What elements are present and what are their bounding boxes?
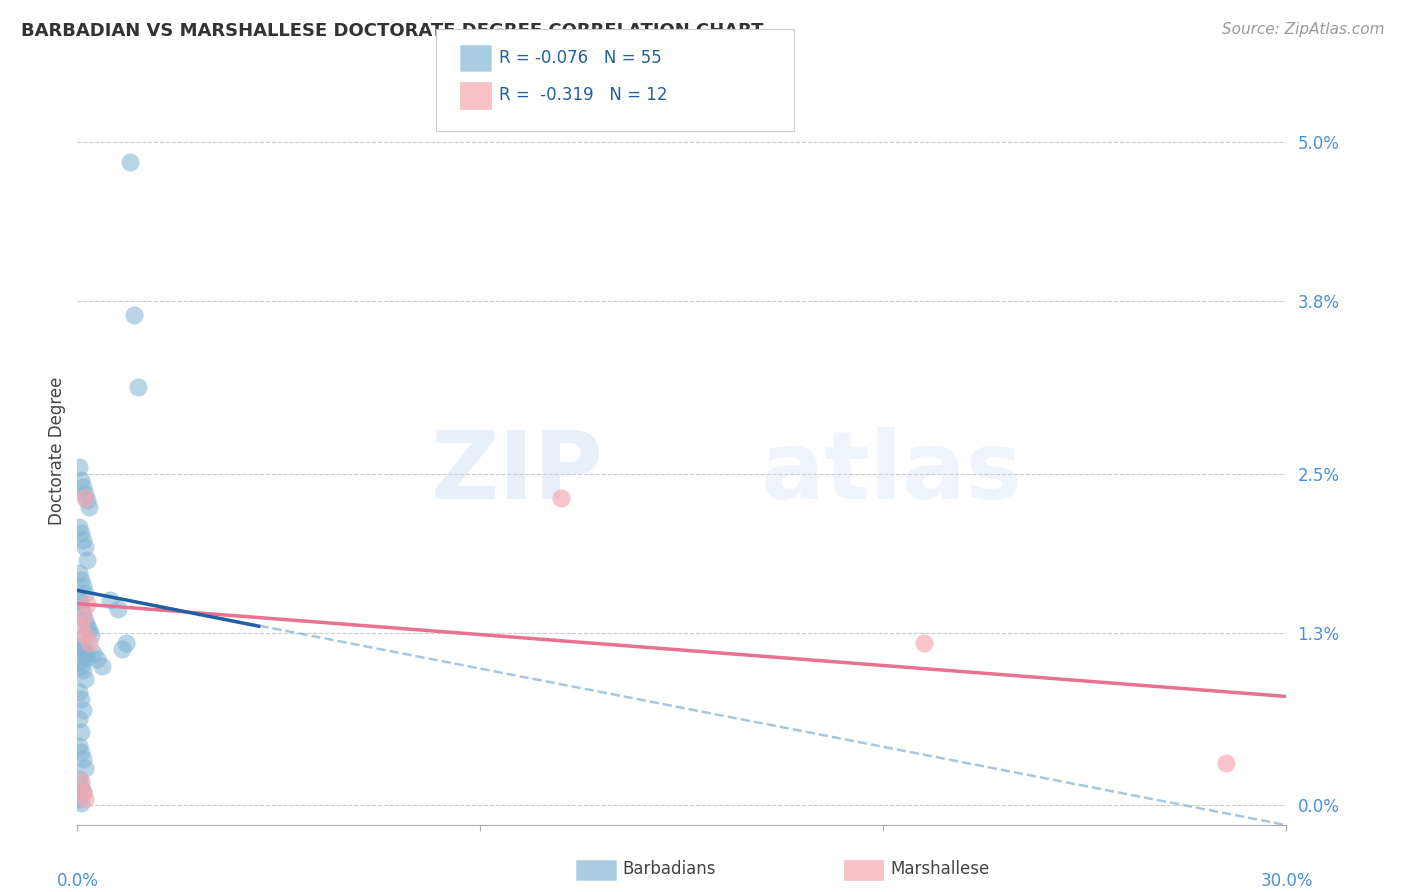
Point (70, 774, 93, 789)
Point (72, 610, 94, 624)
Point (76, 597, 98, 611)
Point (70, 796, 93, 810)
Point (70, 573, 93, 587)
Text: Marshallese: Marshallese (890, 860, 990, 878)
Point (1215, 756, 1237, 770)
Point (122, 308, 145, 322)
Point (86, 652, 108, 666)
Point (75, 672, 97, 686)
Point (70, 659, 93, 673)
Point (72, 703, 94, 717)
Point (76, 553, 98, 567)
Point (70, 745, 93, 759)
Point (79, 500, 101, 514)
Point (75, 761, 97, 775)
Point (70, 778, 93, 792)
Point (118, 155, 141, 169)
Point (98, 592, 121, 607)
Point (67, 566, 90, 581)
Point (75, 646, 97, 660)
Y-axis label: Doctorate Degree: Doctorate Degree (48, 376, 66, 524)
Text: atlas: atlas (761, 427, 1022, 519)
Point (67, 685, 90, 699)
Point (72, 663, 94, 677)
Point (70, 526, 93, 541)
Point (127, 380, 149, 394)
Point (72, 480, 94, 494)
Point (82, 646, 104, 660)
Text: R =  -0.319   N = 12: R = -0.319 N = 12 (499, 87, 668, 104)
Point (76, 619, 98, 633)
Point (72, 641, 94, 656)
Text: ZIP: ZIP (430, 427, 603, 519)
Point (76, 493, 98, 508)
Point (70, 725, 93, 739)
Point (75, 791, 97, 805)
Point (114, 636, 136, 650)
Point (72, 785, 94, 799)
Point (75, 486, 97, 500)
Text: 30.0%: 30.0% (1260, 871, 1313, 889)
Point (70, 639, 93, 653)
Point (72, 579, 94, 593)
Point (67, 655, 90, 669)
Point (67, 772, 90, 786)
Point (70, 599, 93, 614)
Point (67, 519, 90, 533)
Point (550, 491, 572, 505)
Point (75, 491, 97, 505)
Point (80, 628, 103, 642)
Point (67, 712, 90, 726)
Point (79, 623, 101, 637)
Text: Source: ZipAtlas.com: Source: ZipAtlas.com (1222, 22, 1385, 37)
Point (90, 659, 112, 673)
Point (67, 460, 90, 475)
Text: BARBADIAN VS MARSHALLESE DOCTORATE DEGREE CORRELATION CHART: BARBADIAN VS MARSHALLESE DOCTORATE DEGRE… (21, 22, 763, 40)
Point (76, 649, 98, 664)
Point (72, 752, 94, 766)
Point (75, 613, 97, 627)
Point (912, 636, 935, 650)
Point (72, 533, 94, 547)
Point (72, 606, 94, 620)
Text: Barbadians: Barbadians (623, 860, 717, 878)
Point (79, 636, 101, 650)
Point (111, 641, 134, 656)
Point (67, 632, 90, 647)
Point (75, 628, 97, 642)
Point (70, 473, 93, 487)
Point (75, 540, 97, 554)
Point (72, 785, 94, 799)
Point (67, 791, 90, 805)
Point (67, 739, 90, 753)
Point (75, 586, 97, 600)
Text: 0.0%: 0.0% (56, 871, 98, 889)
Point (107, 602, 129, 616)
Text: R = -0.076   N = 55: R = -0.076 N = 55 (499, 49, 662, 67)
Point (70, 619, 93, 633)
Point (67, 592, 90, 607)
Point (70, 692, 93, 706)
